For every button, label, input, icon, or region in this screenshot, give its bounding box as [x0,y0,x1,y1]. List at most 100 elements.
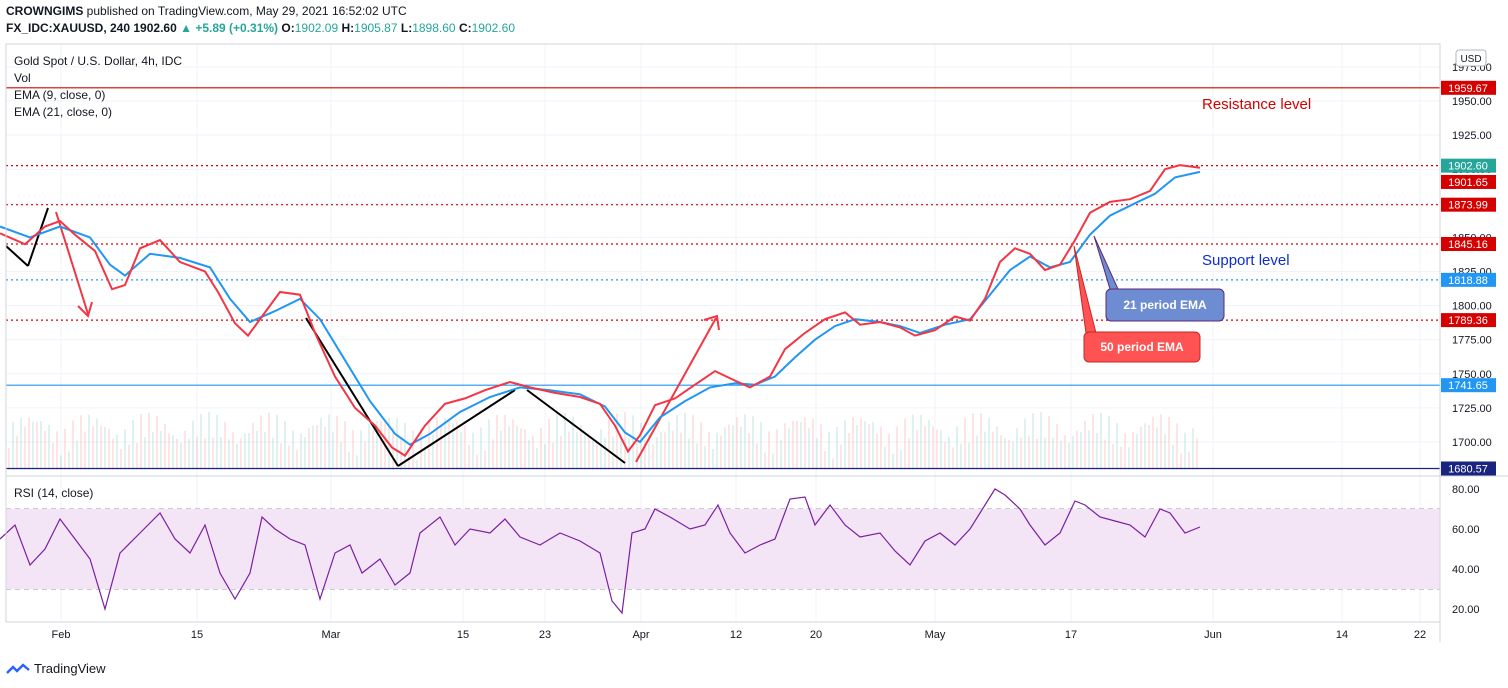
volume-bar [104,426,106,470]
up-arrow-head [703,314,720,331]
volume-bar [552,442,554,470]
volume-bar [336,415,338,470]
price-level-badge [1441,461,1496,476]
volume-bar [532,435,534,470]
footer-brand[interactable]: TradingView [6,661,106,676]
price-level-label: 1959.67 [1448,83,1488,95]
volume-bar [1044,437,1046,470]
price-level-badge [1441,272,1496,287]
volume-bar [924,426,926,470]
open-value: 1902.09 [294,21,339,35]
volume-bar [280,443,282,470]
volume-bar [896,426,898,470]
rsi-band [6,509,1440,589]
volume-bar [448,421,450,470]
high-value: 1905.87 [354,21,398,35]
volume-bar [644,439,646,470]
price-level-label: 1789.36 [1448,315,1488,327]
volume-bar [492,439,494,470]
volume-bar [900,449,902,470]
volume-bar [480,427,482,470]
legend-title[interactable]: Gold Spot / U.S. Dollar, 4h, IDC [14,54,183,68]
volume-bar [544,444,546,470]
legend-ema21[interactable]: EMA (21, close, 0) [14,105,113,119]
volume-bar [920,414,922,470]
volume-bar [968,442,970,470]
volume-bar [960,443,962,470]
volume-bar [620,438,622,470]
volume-bar [668,421,670,470]
ema21-line [0,170,1201,446]
volume-bar [352,430,354,470]
x-tick-label: 20 [810,629,822,641]
volume-bar [468,444,470,470]
volume-bar [908,438,910,470]
volume-bar [600,429,602,470]
volume-bar [380,421,382,470]
volume-bar [624,412,626,470]
volume-bar [588,436,590,470]
volume-bar [844,420,846,470]
rsi-tick-label: 40.00 [1452,564,1480,576]
volume-bar [284,420,286,470]
x-tick-label: 23 [539,629,551,641]
volume-bar [732,425,734,470]
volume-bar [416,460,418,470]
legend-vol[interactable]: Vol [14,71,31,85]
volume-bar [884,446,886,470]
volume-bar [132,419,134,470]
volume-bar [344,421,346,470]
volume-bar [72,420,74,470]
price-level-badge [1441,158,1496,173]
volume-bar [464,425,466,470]
x-tick-label: Mar [322,629,341,641]
x-tick-label: 17 [1065,629,1077,641]
volume-bar [108,428,110,470]
volume-bar [1084,420,1086,470]
volume-bar [1120,446,1122,470]
volume-bar [80,415,82,470]
volume-bars [8,412,1198,470]
volume-bar [756,443,758,470]
volume-bar [1012,441,1014,470]
volume-bar [1136,434,1138,470]
legend-ema9[interactable]: EMA (9, close, 0) [14,88,106,102]
volume-bar [1196,438,1198,470]
volume-bar [1024,418,1026,470]
x-tick-label: Feb [52,629,71,641]
volume-bar [1100,412,1102,470]
x-tick-label: May [925,629,946,641]
volume-bar [232,432,234,470]
volume-bar [1004,438,1006,470]
volume-bar [180,443,182,470]
change: ▲ +5.89 (+0.31%) [180,21,279,35]
volume-bar [720,435,722,470]
legend-rsi[interactable]: RSI (14, close) [14,486,94,500]
volume-bar [192,420,194,470]
volume-bar [736,417,738,470]
volume-bar [1020,437,1022,470]
volume-bar [308,428,310,470]
volume-bar [1140,426,1142,470]
volume-bar [1188,451,1190,470]
volume-bar [1168,416,1170,470]
x-tick-label: Apr [632,629,649,641]
volume-bar [64,428,66,470]
volume-bar [8,447,10,470]
volume-bar [1036,438,1038,470]
volume-bar [1104,439,1106,470]
volume-bar [156,416,158,470]
volume-bar [316,425,318,470]
volume-bar [1156,427,1158,470]
volume-bar [188,438,190,470]
volume-bar [652,444,654,470]
price-tick-label: 1725.00 [1452,403,1492,415]
volume-bar [176,438,178,470]
volume-bar [40,421,42,470]
price-level-label: 1818.88 [1448,275,1488,287]
volume-bar [140,414,142,470]
price-tick-label: 1750.00 [1452,369,1492,381]
volume-bar [444,417,446,470]
volume-bar [692,415,694,470]
